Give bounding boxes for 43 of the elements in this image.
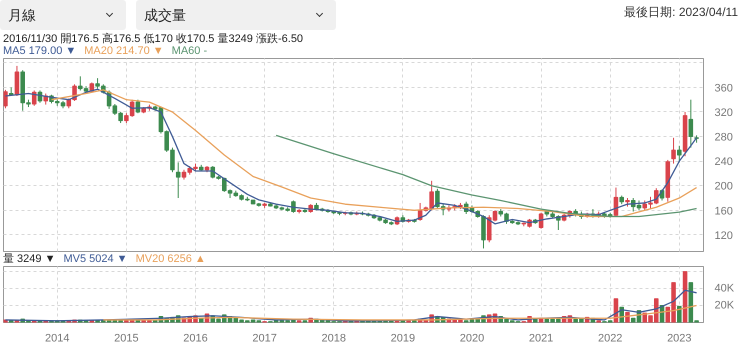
text: MA5 179.00 ▼ — [3, 45, 76, 57]
text: MA60 - — [172, 45, 208, 57]
x-tick-label: 2017 — [252, 332, 277, 344]
x-tick-label: 2016 — [183, 332, 208, 344]
text: 成交量 — [144, 6, 186, 25]
y-tick-label: 40K — [714, 282, 735, 295]
y-tick-label: 120 — [714, 230, 733, 242]
x-tick-label: 2023 — [667, 332, 692, 344]
x-tick-label: 2020 — [460, 332, 484, 344]
candlestick — [4, 89, 8, 109]
y-tick-label: 160 — [714, 205, 733, 218]
y-tick-label: 200 — [714, 180, 733, 193]
x-tick-label: 2019 — [390, 332, 416, 344]
candlestick — [14, 65, 20, 96]
candlestick — [614, 187, 618, 217]
bar — [677, 306, 682, 322]
y-tick-label: 240 — [714, 156, 733, 168]
x-tick-label: 2018 — [321, 332, 346, 344]
text: MA20 214.70 ▼ — [84, 45, 164, 57]
line-series — [4, 290, 698, 322]
y-tick-label: 360 — [714, 82, 733, 94]
candlestick — [677, 145, 682, 163]
text: 最後日期: 2023/04/11 — [624, 5, 738, 19]
candlestick — [671, 137, 676, 164]
x-tick-label: 2014 — [45, 332, 70, 344]
y-tick-label: 280 — [714, 132, 733, 144]
chart-subtitle: 2016/11/30 開176.5 高176.5 低170 收170.5 量3249 漲跌-6.50 — [3, 33, 304, 45]
text: 月線 — [8, 6, 36, 25]
y-tick-label: 20K — [714, 300, 735, 312]
candlestick — [136, 99, 140, 114]
chart-title: 量 3249 ▼ — [3, 253, 56, 265]
y-tick-label: 320 — [714, 106, 733, 119]
candlestick — [688, 99, 694, 148]
x-tick-label: 2021 — [528, 332, 554, 344]
x-tick-label: 2022 — [598, 332, 622, 344]
candlestick — [176, 162, 180, 199]
candlestick — [538, 212, 544, 230]
line-series — [275, 134, 698, 218]
text: MV5 5024 ▼ — [63, 253, 128, 265]
bar — [682, 271, 688, 322]
text: MV20 6256 ▲ — [136, 253, 206, 265]
x-tick-label: 2015 — [114, 332, 139, 344]
line-series — [102, 304, 698, 321]
